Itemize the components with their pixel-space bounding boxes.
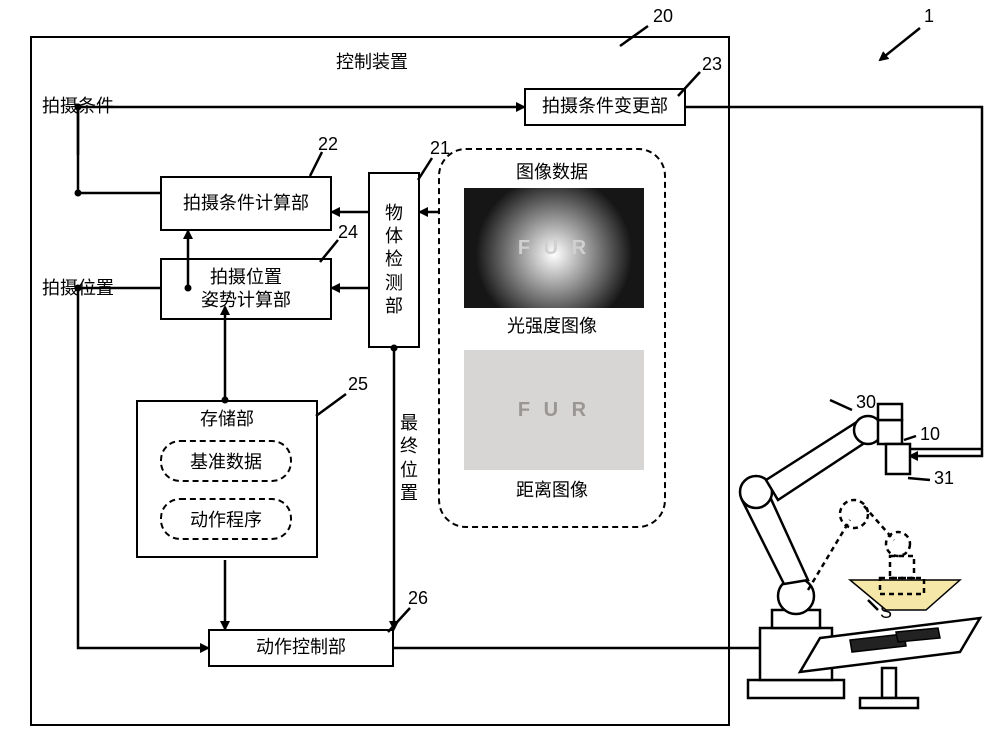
intensity-image-text: F U R: [518, 237, 590, 260]
robot-illustration: [700, 380, 990, 720]
diagram-root: 20 1 23 22 21 24 25 26 30 10 31 S W 控制装置…: [0, 0, 1000, 736]
